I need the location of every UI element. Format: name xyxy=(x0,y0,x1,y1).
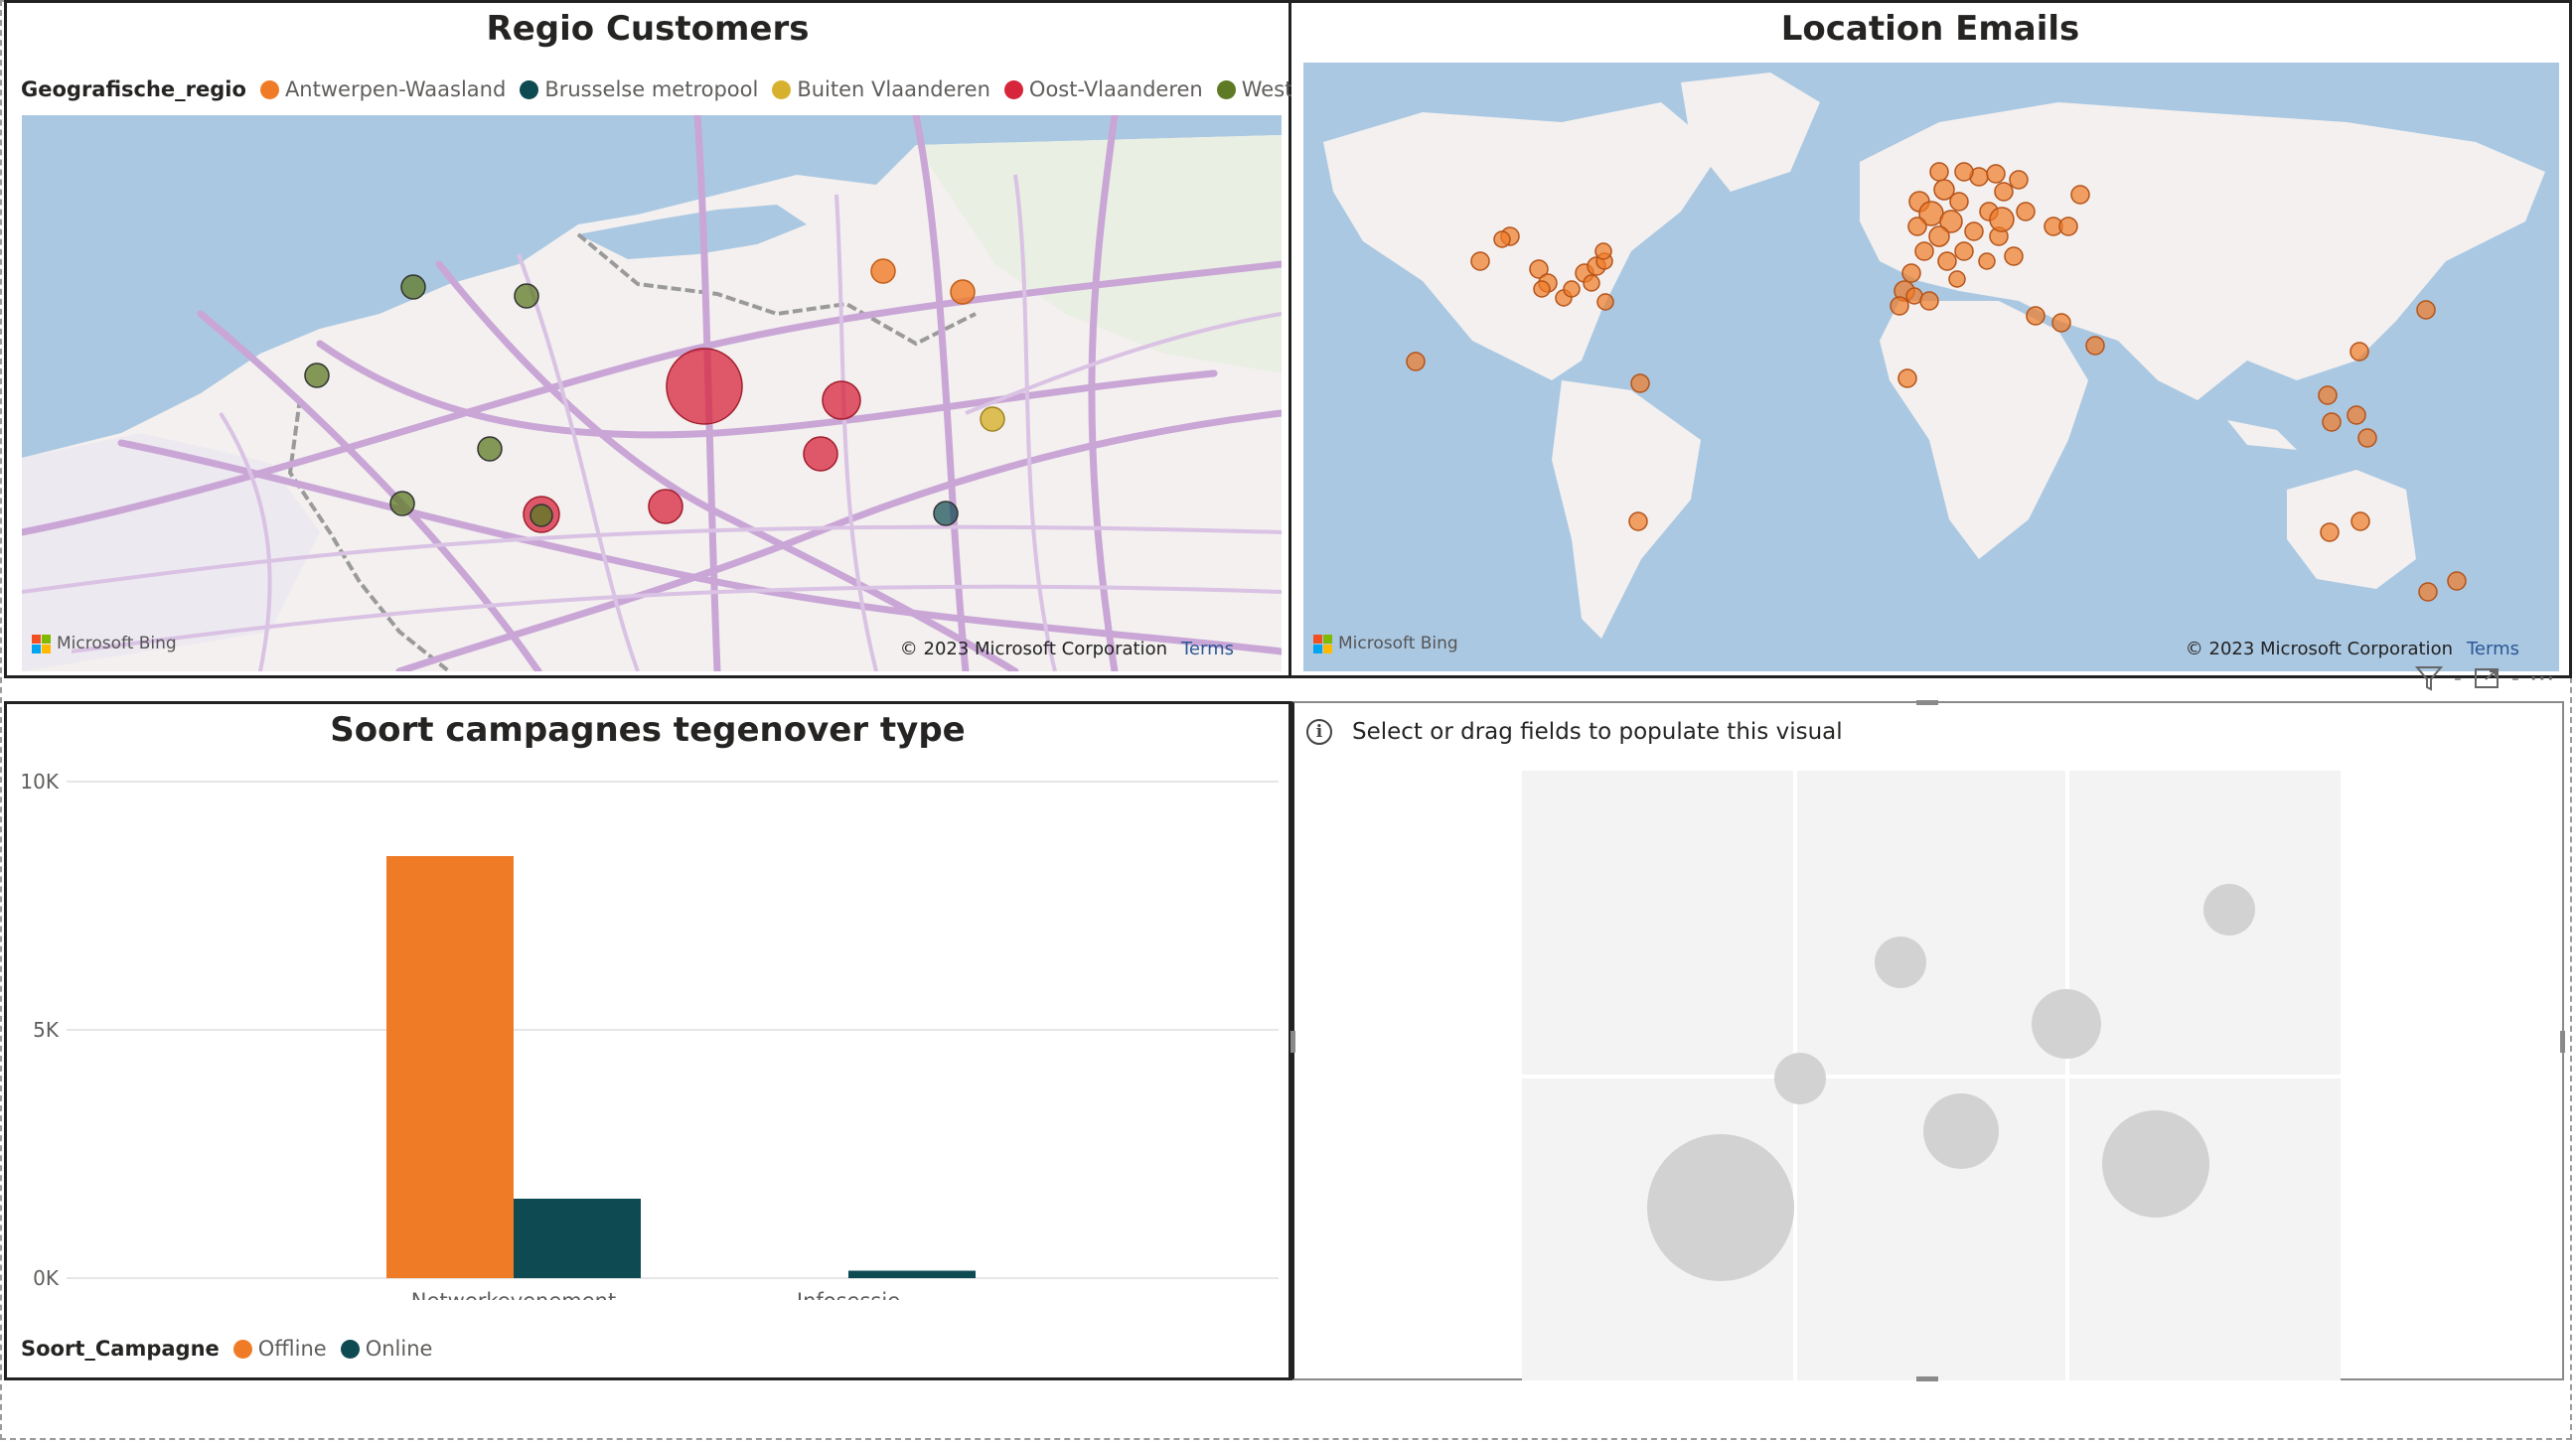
map-tiles xyxy=(1323,72,2545,639)
y-tick-label: 10K xyxy=(20,770,59,794)
separator-icon: - xyxy=(2510,665,2519,691)
map-copyright: © 2023 Microsoft Corporation Terms xyxy=(899,639,1234,659)
empty-scatter-visual[interactable]: i Select or drag fields to populate this… xyxy=(1290,700,2565,1381)
legend-dot-icon xyxy=(772,79,792,99)
legend-title: Soort_Campagne xyxy=(21,1337,220,1361)
map-bubbles xyxy=(304,258,1005,533)
legend-dot-icon xyxy=(232,1339,252,1359)
legend-dot-icon xyxy=(259,79,279,99)
legend-dot-icon xyxy=(1216,79,1236,99)
map-bubbles xyxy=(1406,162,2467,602)
empty-visual-message: i Select or drag fields to populate this… xyxy=(1306,719,1843,745)
y-tick-label: 0K xyxy=(33,1266,60,1290)
more-options-icon[interactable]: ⋯ xyxy=(2528,663,2557,693)
legend-item[interactable]: Online xyxy=(340,1337,432,1361)
map-legend: Geografische_regio Antwerpen-Waasland Br… xyxy=(21,77,1433,101)
microsoft-logo-icon xyxy=(32,634,51,653)
visual-title: Location Emails xyxy=(1780,9,2080,49)
y-tick-label: 5K xyxy=(33,1018,60,1042)
resize-handle[interactable] xyxy=(1916,1376,1938,1381)
legend-item[interactable]: Buiten Vlaanderen xyxy=(772,77,990,101)
bar-offline-netwerkevenement[interactable] xyxy=(386,856,514,1278)
resize-handle[interactable] xyxy=(2560,1031,2565,1053)
separator-icon: - xyxy=(2454,665,2462,691)
resize-handle[interactable] xyxy=(1290,1031,1295,1053)
regio-customers-visual[interactable]: Regio Customers Geografische_regio Antwe… xyxy=(4,0,1419,678)
visual-title: Regio Customers xyxy=(486,9,810,49)
bar-chart[interactable]: 10K 5K 0K Netwerkevenement Infosessie xyxy=(7,704,1288,1300)
legend-dot-icon xyxy=(1003,79,1023,99)
bing-logo: Microsoft Bing xyxy=(32,634,177,653)
info-icon: i xyxy=(1306,719,1332,745)
microsoft-logo-icon xyxy=(1313,634,1332,653)
scatter-placeholder-graphic xyxy=(1522,771,2341,1380)
filter-icon[interactable] xyxy=(2414,663,2444,693)
terms-link[interactable]: Terms xyxy=(2466,639,2519,659)
bing-logo: Microsoft Bing xyxy=(1313,634,1458,653)
chart-legend: Soort_Campagne Offline Online xyxy=(21,1337,446,1361)
legend-item[interactable]: Brusselse metropool xyxy=(520,77,758,101)
belgium-map[interactable]: Microsoft Bing © 2023 Microsoft Corporat… xyxy=(22,115,1282,671)
x-category-label: Infosessie xyxy=(797,1289,900,1300)
world-map[interactable]: Microsoft Bing © 2023 Microsoft Corporat… xyxy=(1303,63,2559,671)
legend-dot-icon xyxy=(520,79,539,99)
resize-handle[interactable] xyxy=(1916,700,1938,705)
bar-online-infosessie[interactable] xyxy=(848,1270,976,1279)
x-category-label: Netwerkevenement xyxy=(411,1289,616,1300)
focus-mode-icon[interactable] xyxy=(2472,663,2501,693)
legend-dot-icon xyxy=(340,1339,360,1359)
campaign-bar-visual[interactable]: Soort campagnes tegenover type 10K 5K 0K Ne… xyxy=(4,701,1291,1380)
map-copyright: © 2023 Microsoft Corporation Terms xyxy=(2185,639,2519,659)
terms-link[interactable]: Terms xyxy=(1180,639,1234,659)
legend-item[interactable]: Offline xyxy=(232,1337,327,1361)
visual-header-toolbar: - - ⋯ xyxy=(2414,663,2557,693)
visual-title: Soort campagnes tegenover type xyxy=(330,710,966,750)
legend-item[interactable]: Antwerpen-Waasland xyxy=(259,77,506,101)
bar-online-netwerkevenement[interactable] xyxy=(514,1199,641,1278)
legend-item[interactable]: Oost-Vlaanderen xyxy=(1003,77,1203,101)
location-emails-visual[interactable]: Location Emails xyxy=(1291,0,2572,678)
map-tiles xyxy=(22,115,1282,671)
legend-title: Geografische_regio xyxy=(21,77,246,101)
